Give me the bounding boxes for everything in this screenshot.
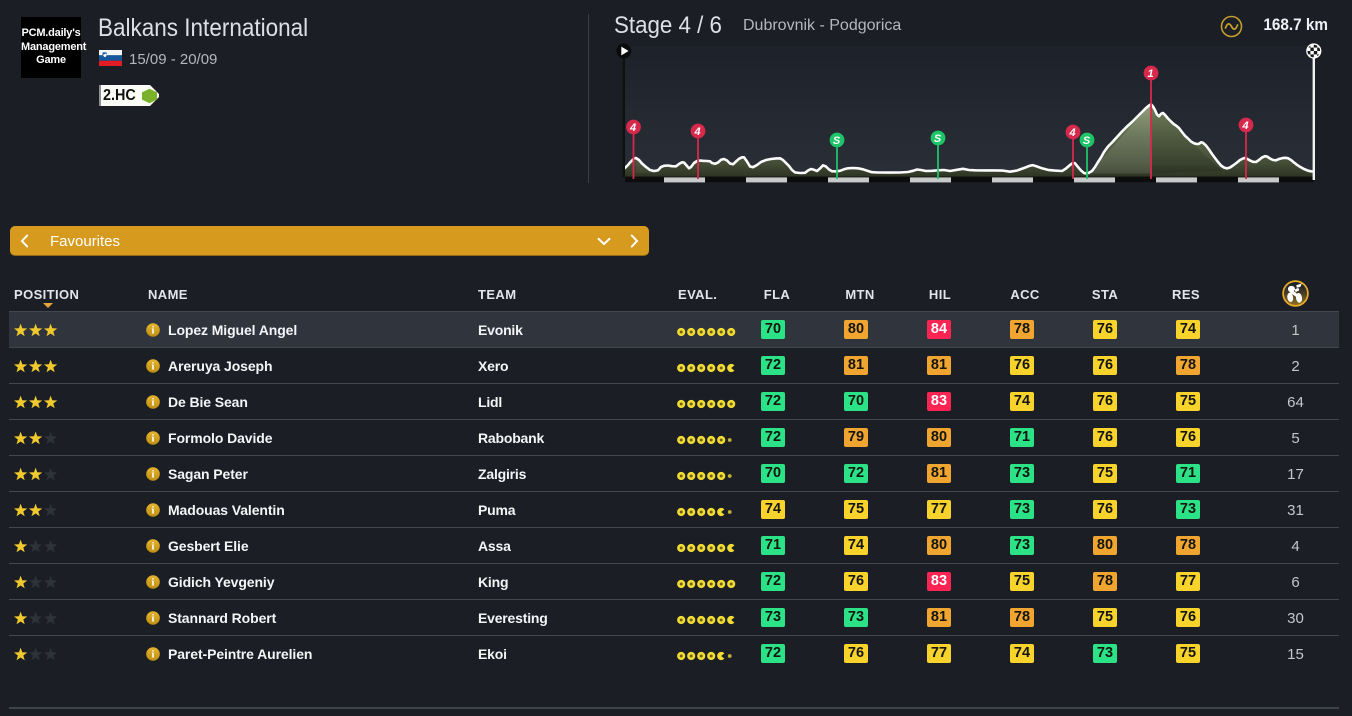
svg-text:1: 1 (1147, 68, 1153, 80)
svg-text:i: i (152, 434, 155, 445)
svg-text:i: i (152, 398, 155, 409)
svg-text:S: S (1083, 135, 1091, 147)
svg-text:i: i (152, 326, 155, 337)
svg-text:S: S (833, 135, 841, 147)
svg-text:S: S (934, 133, 942, 145)
svg-text:4: 4 (693, 126, 700, 138)
svg-text:i: i (152, 362, 155, 373)
svg-text:4: 4 (629, 122, 636, 134)
svg-text:i: i (152, 578, 155, 589)
svg-text:i: i (152, 470, 155, 481)
svg-text:i: i (152, 506, 155, 517)
svg-text:4: 4 (1068, 127, 1075, 139)
svg-text:i: i (152, 650, 155, 661)
svg-text:i: i (152, 542, 155, 553)
svg-text:i: i (152, 614, 155, 625)
svg-text:4: 4 (1241, 120, 1248, 132)
